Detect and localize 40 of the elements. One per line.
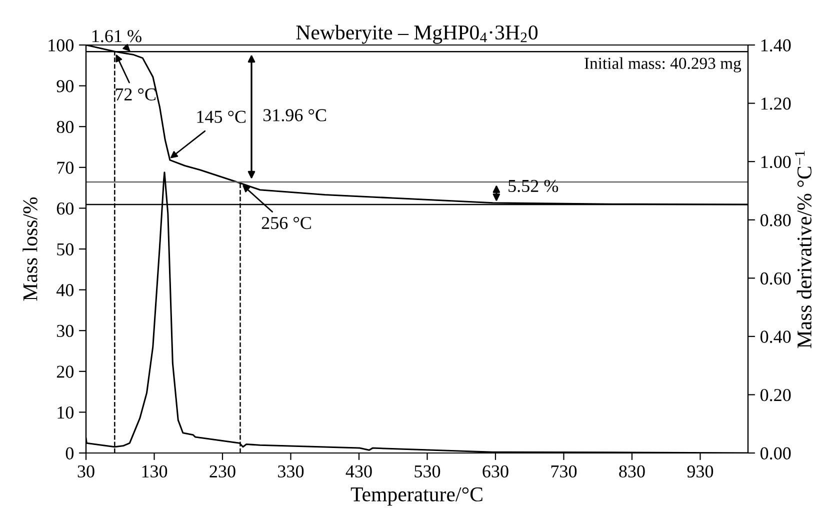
x-tick-label: 230	[210, 465, 236, 478]
y2-tick-label: 1.20	[761, 98, 791, 110]
y-tick-label: 100	[48, 39, 74, 52]
chart-title: Newberyite – MgHP0$_{4}$·3H$_{2}$0	[296, 24, 538, 44]
y2-tick-label: 0.20	[760, 388, 791, 402]
y2-tick-label: 0.60	[760, 272, 791, 285]
x-tick-label: 30	[78, 465, 94, 478]
y-tick-label: 60	[56, 202, 74, 215]
y-tick-label: 0	[66, 447, 74, 460]
y2-tick-label: 0.40	[760, 330, 791, 343]
annotation: Initial mass: 40.293 mg	[584, 57, 742, 72]
x-tick-label: 930	[687, 465, 714, 478]
x-tick-label: 630	[482, 465, 508, 478]
y2-axis-title: Mass derivative/% °C$^{−1}$	[794, 150, 812, 348]
x-tick-label: 130	[142, 465, 168, 478]
y2-tick-label: 0.80	[760, 214, 791, 226]
x-tick-label: 530	[414, 465, 440, 478]
x-tick-label: 330	[278, 465, 304, 478]
y-axis-title: Mass loss/%	[22, 197, 38, 301]
x-axis-title: Temperature/°C	[350, 487, 482, 506]
y-tick-label: 10	[58, 406, 74, 419]
y-tick-label: 90	[56, 80, 74, 92]
annotation: 1.61 %	[92, 30, 142, 42]
y-tick-label: 20	[56, 366, 74, 378]
y2-tick-label: 0.00	[760, 447, 791, 460]
y-tick-label: 70	[57, 162, 74, 174]
y-tick-label: 80	[56, 120, 74, 134]
x-tick-label: 730	[551, 465, 577, 478]
x-tick-label: 430	[346, 465, 372, 478]
annotation: 72 °C	[116, 88, 156, 100]
y-tick-label: 30	[57, 324, 74, 338]
annotation: 256 °C	[262, 216, 311, 230]
y-tick-label: 50	[57, 243, 74, 256]
annotation: 31.96 °C	[263, 109, 326, 122]
x-tick-label: 830	[619, 465, 645, 478]
annotation: 145 °C	[197, 110, 246, 123]
y2-tick-label: 1.00	[761, 156, 791, 168]
y2-tick-label: 1.40	[761, 39, 791, 52]
annotation: 5.52 %	[508, 180, 558, 192]
y-tick-label: 40	[56, 284, 74, 296]
